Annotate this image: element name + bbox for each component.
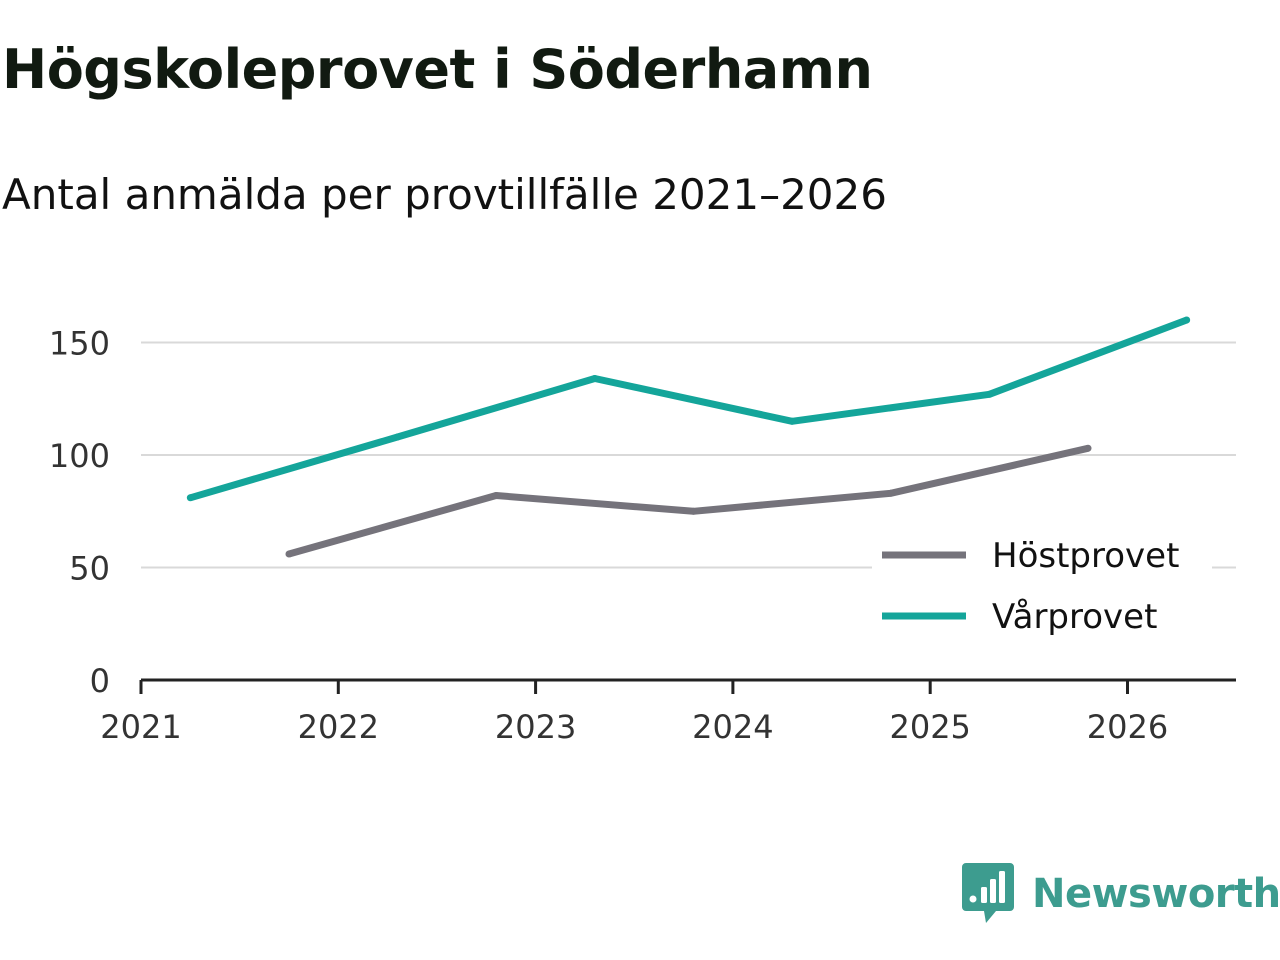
logo-bar bbox=[999, 871, 1005, 903]
data-point bbox=[393, 433, 401, 441]
data-point bbox=[689, 507, 697, 515]
x-tick-label: 2022 bbox=[298, 708, 379, 746]
chart-subtitle: Antal anmälda per provtillfälle 2021–202… bbox=[2, 170, 887, 219]
brand-logo: Newsworthy bbox=[962, 862, 1280, 926]
legend-label: Höstprovet bbox=[992, 536, 1179, 576]
data-point bbox=[788, 417, 796, 425]
axes: 0 50 100 150 2021 2022 2023 2024 2025 2026 bbox=[49, 325, 1236, 746]
y-tick-label: 0 bbox=[90, 662, 110, 700]
legend-background bbox=[872, 528, 1212, 648]
chart-title: Högskoleprovet i Söderhamn bbox=[2, 38, 873, 101]
brand-name: Newsworthy bbox=[1032, 871, 1280, 917]
data-point bbox=[285, 550, 293, 558]
y-tick-label: 50 bbox=[69, 550, 110, 588]
legend-label: Vårprovet bbox=[992, 597, 1157, 637]
x-tick-label: 2024 bbox=[692, 708, 773, 746]
data-point bbox=[1183, 316, 1191, 324]
data-series bbox=[186, 316, 1191, 558]
newsworthy-logo-icon bbox=[962, 863, 1014, 923]
logo-bar bbox=[981, 887, 987, 903]
x-tick-label: 2025 bbox=[889, 708, 970, 746]
data-point bbox=[985, 390, 993, 398]
x-tick-label: 2026 bbox=[1087, 708, 1168, 746]
data-point bbox=[591, 375, 599, 382]
logo-dot bbox=[969, 895, 977, 903]
x-tick-label: 2023 bbox=[495, 708, 576, 746]
series-line-varprovet bbox=[189, 316, 1188, 502]
data-point bbox=[1084, 444, 1092, 452]
data-point bbox=[492, 492, 500, 499]
logo-bubble bbox=[962, 863, 1014, 923]
y-tick-label: 150 bbox=[49, 325, 110, 363]
logo-bar bbox=[990, 879, 996, 903]
legend: Höstprovet Vårprovet bbox=[872, 528, 1212, 648]
data-point bbox=[186, 494, 194, 502]
x-tick-label: 2021 bbox=[100, 708, 181, 746]
data-point bbox=[887, 489, 895, 497]
y-tick-label: 100 bbox=[49, 437, 110, 475]
